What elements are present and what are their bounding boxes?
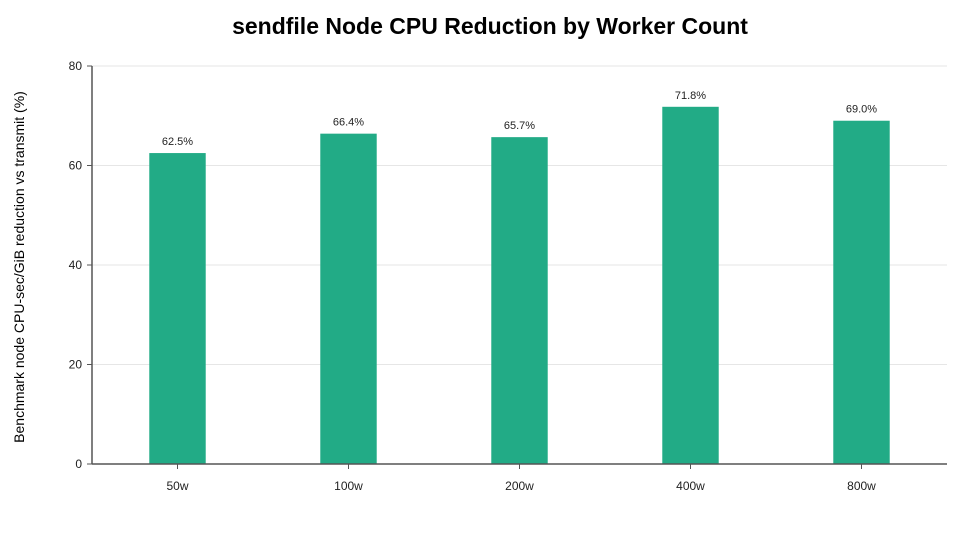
data-label: 69.0%: [846, 104, 877, 116]
bar-50w: [149, 153, 206, 464]
bars: [149, 106, 890, 465]
x-tick-label: 400w: [676, 479, 705, 493]
y-tick-label: 60: [69, 159, 83, 173]
x-tick-label: 200w: [505, 479, 534, 493]
bar-100w: [320, 133, 377, 464]
x-tick-label: 800w: [847, 479, 876, 493]
data-labels: 62.5% 66.4% 65.7% 71.8% 69.0%: [162, 90, 877, 148]
x-axis-ticks: 50w 100w 200w 400w 800w: [166, 464, 876, 493]
y-tick-label: 0: [75, 457, 82, 471]
x-tick-label: 50w: [166, 479, 188, 493]
y-tick-label: 80: [69, 59, 83, 73]
bar-400w: [662, 106, 719, 465]
chart-title: sendfile Node CPU Reduction by Worker Co…: [232, 13, 748, 39]
y-tick-label: 40: [69, 258, 83, 272]
y-axis-title: Benchmark node CPU-sec/GiB reduction vs …: [11, 91, 27, 443]
bar-200w: [491, 137, 548, 464]
bar-800w: [833, 120, 890, 464]
data-label: 65.7%: [504, 120, 535, 132]
x-tick-label: 100w: [334, 479, 363, 493]
data-label: 66.4%: [333, 117, 364, 129]
y-tick-label: 20: [69, 358, 83, 372]
data-label: 62.5%: [162, 136, 193, 148]
y-axis-ticks: 0 20 40 60 80: [69, 59, 92, 471]
data-label: 71.8%: [675, 90, 706, 102]
